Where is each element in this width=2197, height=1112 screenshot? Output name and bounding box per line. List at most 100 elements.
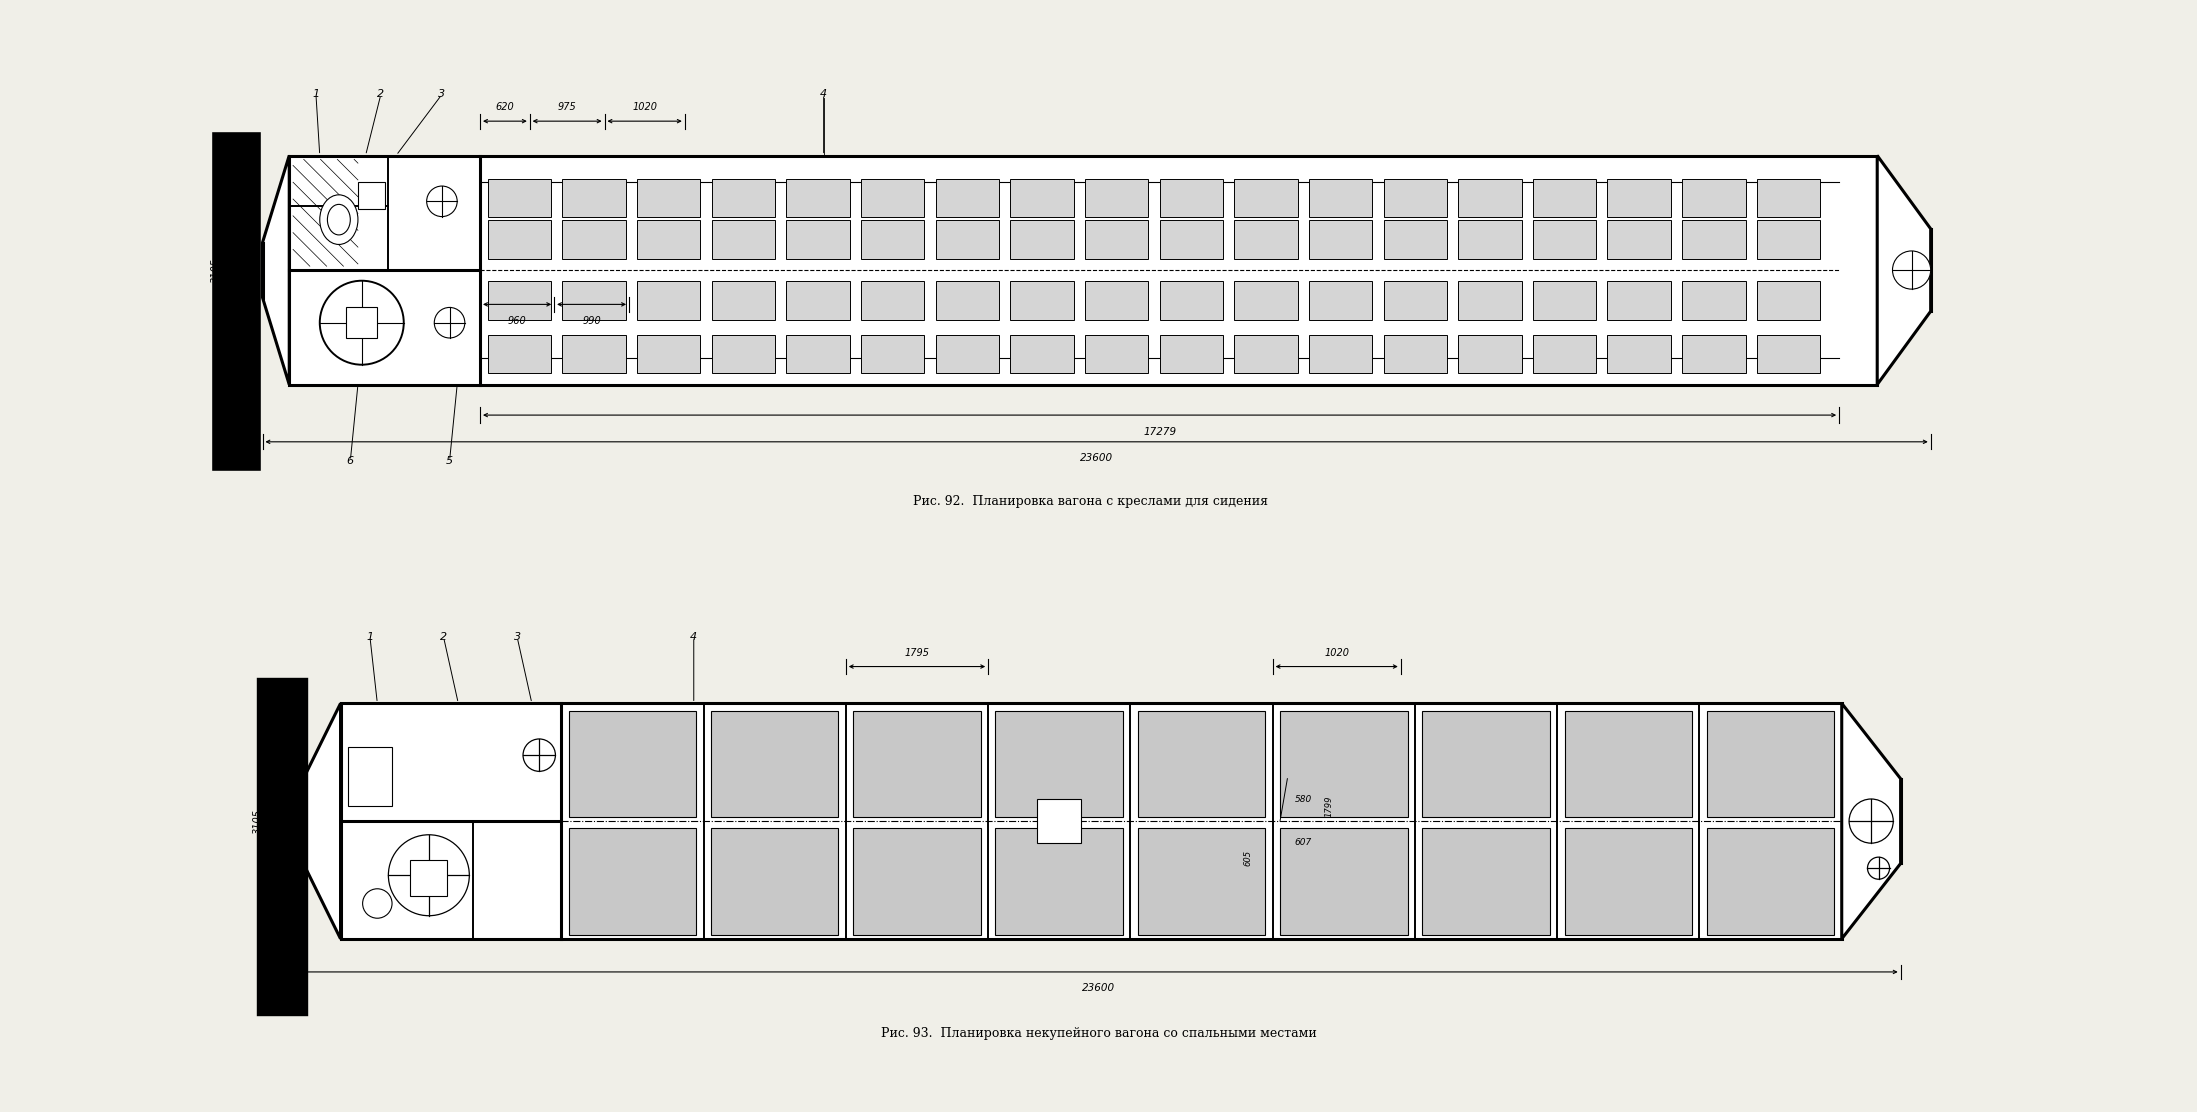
Bar bbox=[562, 335, 626, 374]
Bar bbox=[1235, 179, 1298, 217]
Bar bbox=[1683, 335, 1747, 374]
Bar bbox=[637, 335, 701, 374]
Bar bbox=[358, 182, 384, 209]
Text: Рис. 93.  Планировка некупейного вагона со спальными местами: Рис. 93. Планировка некупейного вагона с… bbox=[881, 1027, 1316, 1040]
Bar bbox=[1683, 179, 1747, 217]
Bar bbox=[1235, 335, 1298, 374]
Bar bbox=[1534, 179, 1597, 217]
Bar bbox=[712, 711, 839, 817]
Text: 960: 960 bbox=[508, 316, 527, 326]
Circle shape bbox=[321, 280, 404, 365]
Bar bbox=[1011, 179, 1074, 217]
Bar bbox=[787, 179, 850, 217]
Bar bbox=[1384, 179, 1448, 217]
Bar bbox=[1459, 281, 1523, 320]
Bar bbox=[995, 828, 1123, 935]
Text: 4: 4 bbox=[690, 632, 696, 642]
Bar bbox=[488, 179, 551, 217]
Text: 1795: 1795 bbox=[905, 647, 929, 657]
Bar bbox=[1085, 281, 1149, 320]
Text: 1020: 1020 bbox=[1325, 647, 1349, 657]
Text: 607: 607 bbox=[1294, 837, 1312, 846]
Bar bbox=[712, 335, 776, 374]
Bar bbox=[787, 281, 850, 320]
Text: 1: 1 bbox=[312, 89, 319, 99]
Bar bbox=[1309, 179, 1373, 217]
Bar bbox=[347, 307, 378, 338]
Bar bbox=[1534, 220, 1597, 259]
Text: 17279: 17279 bbox=[1142, 427, 1175, 437]
Bar bbox=[1235, 281, 1298, 320]
Bar bbox=[787, 220, 850, 259]
Polygon shape bbox=[1841, 704, 1900, 939]
Text: 605: 605 bbox=[1244, 850, 1252, 866]
Text: 3: 3 bbox=[514, 632, 521, 642]
Bar bbox=[341, 704, 1841, 939]
Bar bbox=[1534, 281, 1597, 320]
Bar bbox=[861, 335, 925, 374]
Text: 990: 990 bbox=[582, 316, 602, 326]
Bar bbox=[1707, 828, 1834, 935]
Text: 1799: 1799 bbox=[1325, 795, 1334, 817]
Bar bbox=[712, 828, 839, 935]
Bar bbox=[861, 179, 925, 217]
Bar bbox=[861, 281, 925, 320]
Polygon shape bbox=[297, 704, 341, 939]
Text: 580: 580 bbox=[1294, 795, 1312, 804]
Bar bbox=[411, 860, 448, 896]
Bar bbox=[936, 335, 1000, 374]
Bar bbox=[712, 220, 776, 259]
Bar bbox=[1037, 800, 1081, 843]
Bar bbox=[1085, 335, 1149, 374]
Bar bbox=[1011, 335, 1074, 374]
Bar bbox=[1384, 220, 1448, 259]
Bar bbox=[712, 179, 776, 217]
Bar bbox=[1608, 281, 1672, 320]
Bar bbox=[1138, 711, 1265, 817]
Text: 23600: 23600 bbox=[1081, 454, 1114, 464]
Text: 6: 6 bbox=[347, 456, 354, 466]
Circle shape bbox=[435, 307, 466, 338]
Bar bbox=[936, 179, 1000, 217]
Bar bbox=[1281, 711, 1408, 817]
Circle shape bbox=[426, 186, 457, 217]
Bar bbox=[1758, 179, 1821, 217]
Bar bbox=[1707, 711, 1834, 817]
Circle shape bbox=[1867, 857, 1889, 880]
Bar bbox=[712, 281, 776, 320]
Bar bbox=[1309, 281, 1373, 320]
Bar bbox=[852, 711, 980, 817]
Bar bbox=[1683, 281, 1747, 320]
Bar bbox=[1160, 220, 1224, 259]
Bar bbox=[637, 281, 701, 320]
Circle shape bbox=[1850, 800, 1894, 843]
Bar bbox=[1608, 220, 1672, 259]
Bar bbox=[1421, 711, 1549, 817]
Text: 620: 620 bbox=[497, 102, 514, 112]
Bar bbox=[1459, 179, 1523, 217]
Bar bbox=[1235, 220, 1298, 259]
Bar bbox=[1758, 335, 1821, 374]
Text: 3105: 3105 bbox=[211, 258, 220, 282]
Bar bbox=[1309, 335, 1373, 374]
Text: 2: 2 bbox=[378, 89, 384, 99]
Bar bbox=[562, 220, 626, 259]
Bar bbox=[1160, 335, 1224, 374]
Bar bbox=[290, 156, 1876, 385]
Bar bbox=[562, 179, 626, 217]
Bar bbox=[488, 220, 551, 259]
Bar bbox=[1564, 828, 1692, 935]
Bar bbox=[562, 281, 626, 320]
Bar bbox=[1758, 281, 1821, 320]
Bar bbox=[569, 828, 696, 935]
Bar bbox=[569, 711, 696, 817]
Bar bbox=[488, 281, 551, 320]
Circle shape bbox=[389, 835, 470, 915]
Bar bbox=[1459, 220, 1523, 259]
Ellipse shape bbox=[327, 205, 349, 235]
Circle shape bbox=[523, 739, 556, 772]
Bar bbox=[1138, 828, 1265, 935]
Bar bbox=[1011, 220, 1074, 259]
Bar bbox=[1309, 220, 1373, 259]
Bar bbox=[1085, 220, 1149, 259]
